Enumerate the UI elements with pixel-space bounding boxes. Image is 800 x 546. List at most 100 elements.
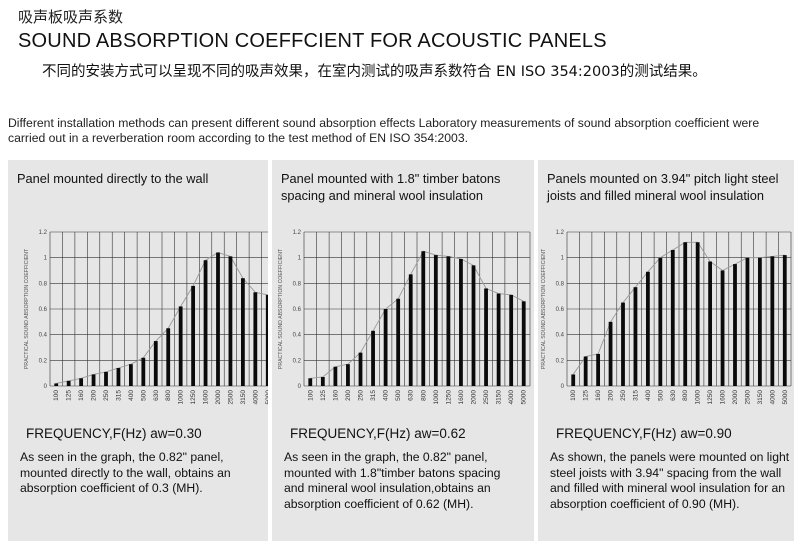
chart-2-title: Panel mounted with 1.8" timber batons sp… [281, 171, 501, 203]
x-tick-label: 1250 [445, 390, 452, 405]
y-tick-label: 0.2 [39, 358, 48, 364]
bar [166, 328, 171, 386]
x-tick-label: 1250 [190, 390, 197, 405]
chart-2-caption: As seen in the graph, the 0.82" panel, m… [284, 450, 501, 511]
chart-3-grid [566, 231, 792, 387]
bar [782, 255, 787, 386]
bar [496, 293, 501, 386]
x-tick-label: 2000 [471, 390, 478, 405]
x-tick-label: 1000 [433, 390, 440, 405]
x-tick-label: 250 [103, 390, 110, 401]
x-tick-label: 1600 [458, 390, 465, 405]
bar [596, 353, 601, 386]
x-tick-label: 125 [583, 390, 590, 401]
chart-1-caption: As seen in the graph, the 0.82" panel, m… [20, 450, 231, 495]
y-tick-label: 0.8 [39, 281, 48, 287]
x-tick-label: 315 [370, 390, 377, 401]
x-tick-label: 3150 [240, 390, 247, 405]
y-tick-label: 0.4 [556, 333, 565, 339]
chart-panel-2: 0 0.2 0.4 0.6 0.8 1 1.2 100 125 160 200 250 315 400 50… [272, 160, 534, 541]
x-tick-label: 2000 [732, 390, 739, 405]
bar [141, 357, 146, 386]
x-tick-label: 315 [632, 390, 639, 401]
x-tick-label: 630 [670, 390, 677, 401]
y-tick-label: 1 [561, 256, 565, 262]
bar [608, 321, 613, 386]
x-tick-label: 160 [595, 390, 602, 401]
y-tick-label: 1 [44, 256, 48, 262]
y-tick-label: 1.2 [556, 230, 565, 236]
y-tick-label: 0.2 [293, 358, 302, 364]
bar [228, 256, 233, 386]
x-tick-label: 1000 [695, 390, 702, 405]
bar [396, 298, 401, 386]
cn-description: 不同的安装方式可以呈现不同的吸声效果，在室内测试的吸声系数符合 EN ISO 3… [42, 64, 707, 80]
bar [333, 366, 338, 386]
x-tick-label: 400 [128, 390, 135, 401]
chart-panel-1: 0 0.2 0.4 0.6 0.8 1 1.2 100 125 160 200 250 315 400 50… [8, 160, 268, 541]
x-tick-label: 800 [682, 390, 689, 401]
bar [583, 356, 588, 386]
bar [633, 287, 638, 386]
bar [433, 255, 438, 386]
y-tick-label: 0.6 [556, 307, 565, 313]
x-tick-label: 3150 [496, 390, 503, 405]
x-tick-label: 160 [78, 390, 85, 401]
y-tick-label: 0.6 [293, 307, 302, 313]
chart-3: 0 0.2 0.4 0.6 0.8 1 1.2 100 125 160 200 250 315 400 50… [541, 230, 792, 405]
x-tick-label: 4000 [769, 390, 776, 405]
chart-2-grid [303, 231, 531, 387]
y-tick-label: 0.4 [293, 333, 302, 339]
bar [745, 257, 750, 386]
y-axis-label: PRACTICAL SOUND ABSORPTION COEFFICIENT [278, 248, 284, 369]
x-tick-label: 4000 [508, 390, 515, 405]
x-tick-label: 200 [91, 390, 98, 401]
bar [658, 257, 663, 386]
bar [265, 294, 268, 386]
bar [720, 270, 725, 386]
chart-1: 0 0.2 0.4 0.6 0.8 1 1.2 100 125 160 200 250 315 400 50… [24, 230, 268, 405]
bar [216, 252, 220, 386]
y-axis-label: PRACTICAL SOUND ABSORPTION COEFFICIENT [541, 248, 547, 369]
x-tick-label: 2500 [483, 390, 490, 405]
bar [116, 368, 121, 386]
chart-2-xlabel: FREQUENCY,F(Hz) aw=0.62 [290, 426, 466, 441]
bar [621, 302, 625, 386]
series-line [572, 241, 785, 375]
chart-1-grid [49, 231, 268, 387]
bar [446, 256, 451, 386]
chart-3-title: Panels mounted on 3.94" pitch light stee… [547, 171, 779, 203]
x-tick-label: 2000 [215, 390, 222, 405]
page-title: SOUND ABSORPTION COEFFCIENT FOR ACOUSTIC… [18, 30, 607, 52]
bar [683, 242, 688, 386]
y-tick-label: 0.6 [39, 307, 48, 313]
x-tick-label: 1600 [203, 390, 210, 405]
bar [733, 264, 737, 386]
series-line [56, 252, 268, 384]
y-tick-label: 1 [298, 256, 302, 262]
bar [153, 341, 158, 386]
bar [104, 371, 108, 386]
x-tick-label: 125 [66, 390, 73, 401]
x-tick-label: 500 [395, 390, 402, 401]
chart-1-title: Panel mounted directly to the wall [17, 171, 209, 186]
x-tick-label: 400 [645, 390, 652, 401]
bar [308, 378, 313, 386]
y-tick-label: 0 [561, 384, 565, 390]
x-tick-label: 2500 [227, 390, 234, 405]
bar [421, 251, 426, 386]
bar [91, 374, 96, 386]
bar [320, 377, 325, 386]
series-line [310, 250, 524, 379]
bar [371, 330, 375, 386]
bar [770, 256, 775, 386]
x-tick-label: 630 [153, 390, 160, 401]
x-tick-label: 5000 [782, 390, 789, 405]
y-tick-label: 0 [44, 384, 48, 390]
x-tick-label: 500 [657, 390, 664, 401]
x-tick-label: 1250 [707, 390, 714, 405]
y-tick-label: 0.2 [556, 358, 565, 364]
x-tick-label: 200 [345, 390, 352, 401]
bar [383, 309, 388, 386]
bar [54, 383, 59, 386]
